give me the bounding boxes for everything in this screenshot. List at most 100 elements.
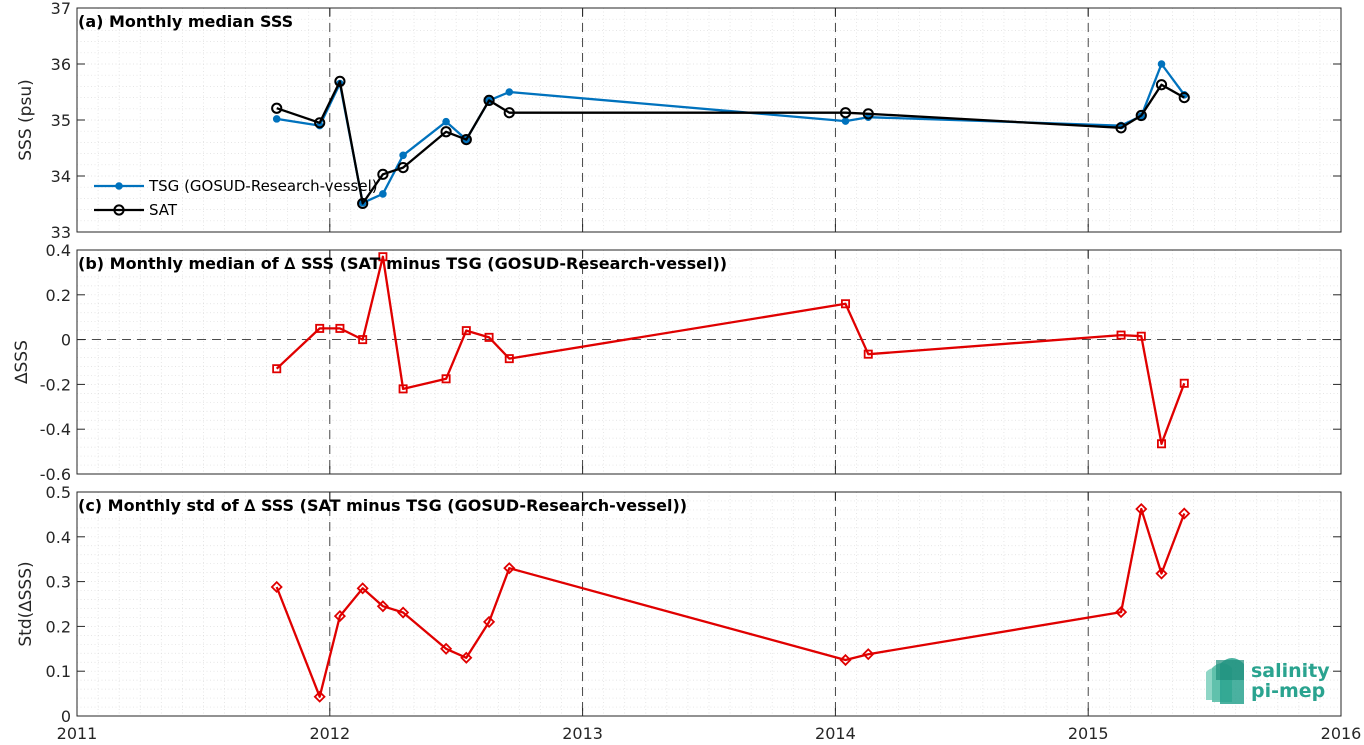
series-line-delta <box>275 507 1186 698</box>
data-point-sat-6 <box>440 126 452 138</box>
data-point-delta-8 <box>482 615 496 628</box>
y-axis-label: SSS (psu) <box>16 79 36 160</box>
panel-title: (a) Monthly median SSS <box>78 12 293 31</box>
data-point-delta-4 <box>376 600 389 613</box>
y-tick-label: 33 <box>51 223 71 242</box>
data-point-sat-5 <box>397 162 409 174</box>
y-tick-label: -0.2 <box>40 375 71 394</box>
panel-title: (c) Monthly std of ∆ SSS (SAT minus TSG … <box>78 496 687 515</box>
legend-label-sat: SAT <box>149 201 178 219</box>
x-tick-label: 2012 <box>309 724 350 743</box>
y-tick-label: 0 <box>61 707 71 726</box>
data-point-delta-0 <box>270 580 283 594</box>
panel-title: (b) Monthly median of ∆ SSS (SAT minus T… <box>78 254 727 273</box>
data-point-delta-4 <box>378 252 388 262</box>
data-point-sat-14 <box>1155 79 1168 91</box>
data-point-delta-2 <box>335 323 345 333</box>
series-line-sat <box>276 80 1185 205</box>
data-point-tsg-0 <box>272 115 281 123</box>
y-tick-label: 0.2 <box>46 286 71 305</box>
axes-box <box>76 249 1342 475</box>
legend-label-tsg: TSG (GOSUD-Research-vessel) <box>148 177 378 195</box>
legend-marker-tsg <box>115 182 123 190</box>
data-point-sat-13 <box>1135 109 1147 122</box>
y-tick-label: 0.2 <box>46 617 71 636</box>
data-point-delta-2 <box>333 610 346 623</box>
y-tick-label: 0.4 <box>46 241 71 260</box>
y-tick-label: 0.1 <box>46 662 71 681</box>
axes-box <box>76 491 1342 717</box>
legend: TSG (GOSUD-Research-vessel) SAT <box>94 177 378 219</box>
logo-text-salinity: salinity <box>1251 660 1330 682</box>
data-point-delta-7 <box>460 651 473 664</box>
data-point-tsg-5 <box>399 151 407 160</box>
panel-c-std-delta-sss: 0 0.1 0.2 0.3 0.4 0.5 2011 2012 2013 2014 2015 2016… <box>16 483 1361 743</box>
data-point-delta-5 <box>398 384 408 394</box>
salinity-pi-mep-logo: salinity pi-mep <box>1206 658 1330 704</box>
data-point-tsg-9 <box>505 88 514 96</box>
data-point-delta-13 <box>1136 331 1146 341</box>
x-tick-label: 2015 <box>1068 724 1109 743</box>
y-tick-label: 35 <box>51 111 71 130</box>
data-point-sat-8 <box>483 94 495 107</box>
data-point-delta-12 <box>1114 605 1128 619</box>
data-point-delta-12 <box>1116 330 1126 340</box>
data-point-delta-9 <box>503 562 516 575</box>
x-tick-label: 2011 <box>57 724 98 743</box>
data-point-sat-0 <box>271 102 283 114</box>
data-point-tsg-10 <box>841 117 850 125</box>
logo-text-pi-mep: pi-mep <box>1251 680 1325 702</box>
y-tick-label: 0.4 <box>46 528 71 547</box>
y-tick-label: 34 <box>51 167 71 186</box>
x-tick-label: 2013 <box>562 724 603 743</box>
data-point-delta-6 <box>441 374 451 384</box>
series-sat <box>271 75 1190 210</box>
data-point-sat-11 <box>862 108 874 120</box>
y-tick-label: -0.4 <box>40 420 71 439</box>
data-point-tsg-6 <box>442 117 450 126</box>
data-point-delta-0 <box>272 364 282 374</box>
data-point-delta-15 <box>1178 507 1191 520</box>
x-tick-label: 2014 <box>815 724 856 743</box>
grid <box>76 249 1342 475</box>
y-tick-label: 0 <box>61 331 71 350</box>
data-point-delta-3 <box>356 582 369 595</box>
y-tick-label: 0.5 <box>46 483 71 502</box>
data-point-delta-14 <box>1155 567 1168 580</box>
y-tick-label: -0.6 <box>40 465 71 484</box>
data-point-delta-11 <box>862 648 875 661</box>
data-point-sat-2 <box>334 75 346 87</box>
data-point-delta-13 <box>1135 502 1148 516</box>
data-point-delta-10 <box>839 653 852 667</box>
data-point-tsg-4 <box>379 190 387 198</box>
salinity-wave-icon <box>1206 658 1244 704</box>
data-point-delta-9 <box>504 354 514 364</box>
data-point-delta-5 <box>397 606 410 619</box>
data-point-delta-15 <box>1179 378 1189 388</box>
panel-a-monthly-median-sss: 33 34 35 36 37 SSS (psu) (a) Monthly median SS… <box>16 0 1342 242</box>
data-point-delta-3 <box>358 335 368 345</box>
data-point-tsg-14 <box>1157 60 1166 68</box>
series-delta <box>270 502 1191 703</box>
series-delta <box>272 252 1189 449</box>
y-tick-label: 0.3 <box>46 573 71 592</box>
data-point-delta-11 <box>863 349 873 359</box>
data-point-delta-8 <box>484 332 494 342</box>
x-tick-label: 2016 <box>1321 724 1362 743</box>
data-point-delta-7 <box>461 326 471 336</box>
series-line-delta <box>275 255 1186 445</box>
data-point-delta-6 <box>440 642 453 655</box>
data-point-sat-3 <box>357 197 369 210</box>
data-point-delta-14 <box>1157 439 1167 449</box>
data-point-sat-4 <box>377 168 389 180</box>
y-tick-label: 37 <box>51 0 71 18</box>
data-point-sat-10 <box>839 107 852 119</box>
y-axis-label: Std(∆SSS) <box>16 561 36 646</box>
data-point-sat-12 <box>1115 122 1127 134</box>
data-point-sat-15 <box>1178 92 1190 104</box>
y-tick-label: 36 <box>51 55 71 74</box>
y-axis-label: ∆SSS <box>12 340 32 385</box>
data-point-sat-1 <box>314 117 326 129</box>
legend-marker-sat <box>113 204 125 216</box>
